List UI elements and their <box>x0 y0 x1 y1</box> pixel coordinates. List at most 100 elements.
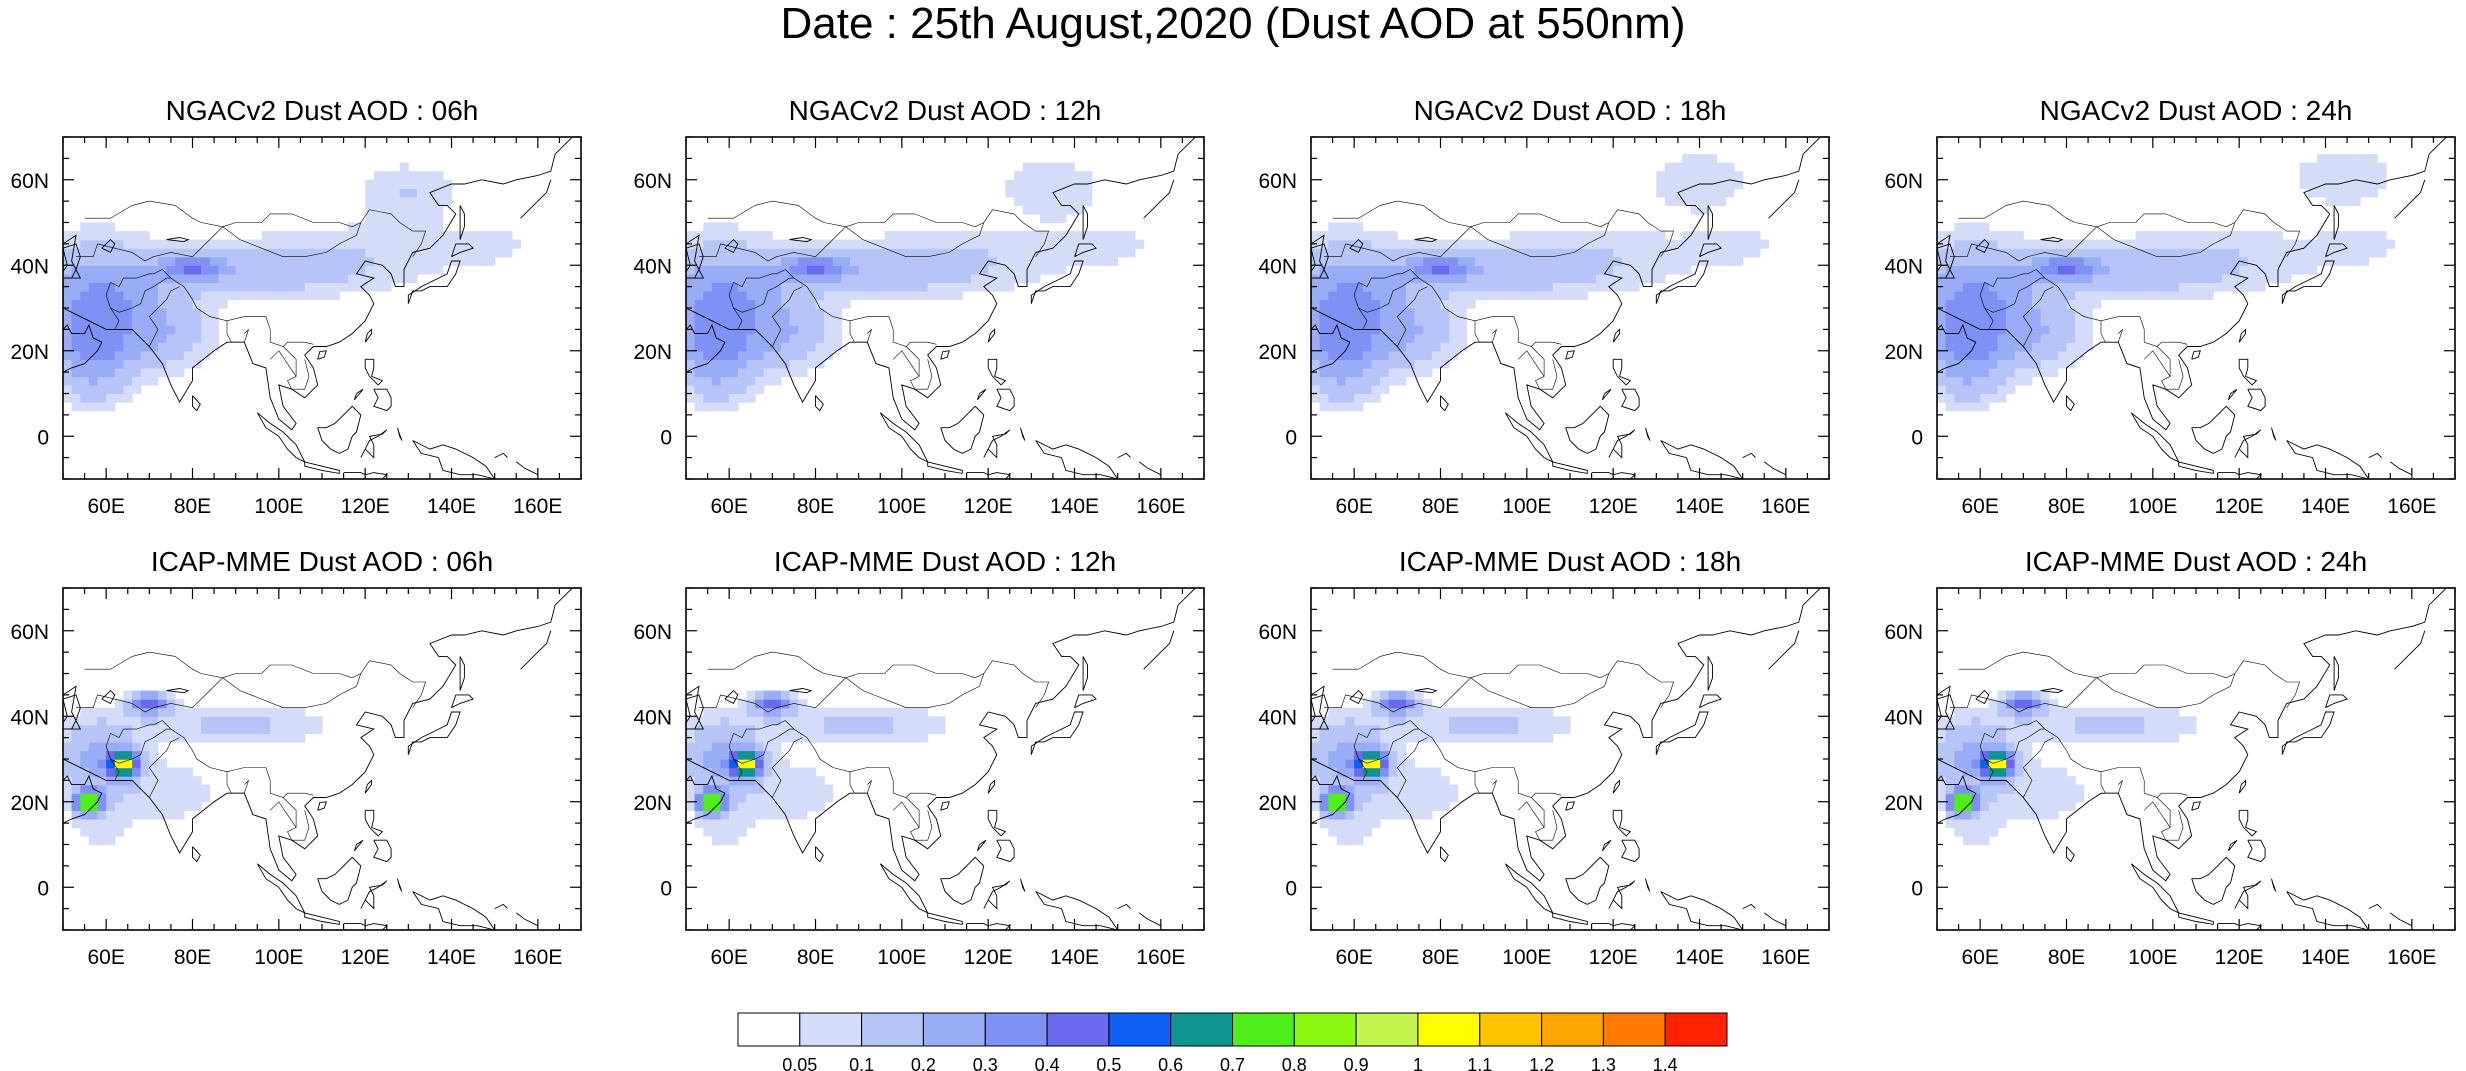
aod-cell <box>408 213 418 224</box>
aod-cell <box>2101 707 2111 717</box>
aod-cell <box>1980 282 1990 292</box>
country-border <box>1324 694 1441 713</box>
aod-cell <box>175 342 185 352</box>
aod-cell <box>711 707 722 717</box>
aod-cell <box>763 290 773 301</box>
aod-cell <box>296 716 306 726</box>
panel-title: NGACv2 Dust AOD : 24h <box>2040 95 2353 126</box>
aod-cell <box>1997 699 2007 709</box>
aod-cell <box>789 707 799 717</box>
aod-cell <box>2075 733 2085 743</box>
aod-cell <box>850 282 860 292</box>
aod-cell <box>1423 767 1433 777</box>
coastline <box>815 846 824 863</box>
aod-cell <box>979 273 989 283</box>
aod-cell <box>1362 724 1372 734</box>
aod-cell <box>798 316 808 326</box>
aod-cell <box>123 367 133 378</box>
coastline <box>1414 237 1438 243</box>
aod-cell <box>373 213 383 224</box>
aod-cell <box>149 776 159 786</box>
aod-cell <box>686 716 696 726</box>
aod-cell <box>1962 384 1973 395</box>
coastline <box>412 440 496 479</box>
aod-cell <box>166 256 176 266</box>
aod-cell <box>382 205 392 215</box>
aod-cell <box>2316 154 2327 164</box>
aod-cell <box>434 171 444 181</box>
aod-cell <box>1397 776 1407 786</box>
aod-cell <box>218 724 228 734</box>
aod-cell <box>330 290 340 301</box>
aod-cell <box>1362 759 1372 769</box>
aod-cell <box>97 402 107 412</box>
aod-cell <box>140 759 150 769</box>
aod-cell <box>1345 308 1355 318</box>
aod-cell <box>1682 188 1692 198</box>
aod-cell <box>1604 239 1614 249</box>
aod-cell <box>158 350 168 360</box>
aod-cell <box>694 308 704 318</box>
country-border <box>1958 200 2097 228</box>
coastline <box>2178 912 2214 925</box>
aod-cell <box>71 308 81 318</box>
aod-cell <box>2083 290 2093 301</box>
aod-cell <box>1552 273 1562 283</box>
aod-cell <box>720 308 730 318</box>
aod-cell <box>746 793 756 803</box>
aod-cell <box>2334 231 2344 241</box>
aod-cell <box>123 793 133 803</box>
aod-cell <box>1414 367 1424 378</box>
aod-cell <box>841 239 851 249</box>
aod-cell <box>287 707 297 717</box>
aod-cell <box>425 213 435 224</box>
aod-cell <box>729 724 739 734</box>
aod-cell <box>140 333 150 343</box>
aod-cell <box>1742 239 1752 249</box>
aod-cell <box>434 205 444 215</box>
aod-cell <box>434 222 444 232</box>
aod-cell <box>2342 248 2352 258</box>
aod-cell <box>781 248 791 258</box>
aod-cell <box>1570 290 1580 301</box>
coastline <box>1504 412 1554 463</box>
aod-cell <box>1014 231 1024 241</box>
coastline <box>1035 440 1119 479</box>
aod-cell <box>1954 290 1964 301</box>
aod-cell <box>1457 325 1467 335</box>
aod-cell <box>1954 273 1964 283</box>
aod-cell <box>97 308 107 318</box>
aod-cell <box>149 256 159 266</box>
aod-cell <box>1423 325 1433 335</box>
aod-cell <box>1962 827 1973 837</box>
aod-cell <box>1997 290 2007 301</box>
aod-cell <box>901 248 911 258</box>
aod-cell <box>1414 776 1424 786</box>
aod-cell <box>2032 793 2042 803</box>
aod-cell <box>183 342 194 352</box>
aod-cell <box>884 724 894 734</box>
aod-cell <box>781 759 791 769</box>
aod-cell <box>175 265 185 275</box>
aod-cell <box>703 256 713 266</box>
coastline <box>1143 179 1175 219</box>
aod-cell <box>63 248 73 258</box>
lat-tick-label: 20N <box>1258 341 1297 364</box>
aod-cell <box>2230 231 2240 241</box>
coastline <box>520 179 552 219</box>
aod-cell <box>1690 188 1701 198</box>
aod-cell <box>1980 367 1990 378</box>
aod-cell <box>1040 248 1050 258</box>
aod-cell <box>1561 273 1571 283</box>
aod-cell <box>746 308 756 318</box>
aod-cell <box>703 265 713 275</box>
aod-cell <box>737 818 747 829</box>
aod-cell <box>867 733 877 743</box>
aod-cell <box>1406 724 1416 734</box>
aod-cell <box>2144 273 2154 283</box>
aod-cell <box>746 707 756 717</box>
aod-cell <box>71 767 81 777</box>
aod-cell <box>1440 282 1450 292</box>
aod-cell <box>1475 733 1485 743</box>
aod-cell <box>296 707 306 717</box>
